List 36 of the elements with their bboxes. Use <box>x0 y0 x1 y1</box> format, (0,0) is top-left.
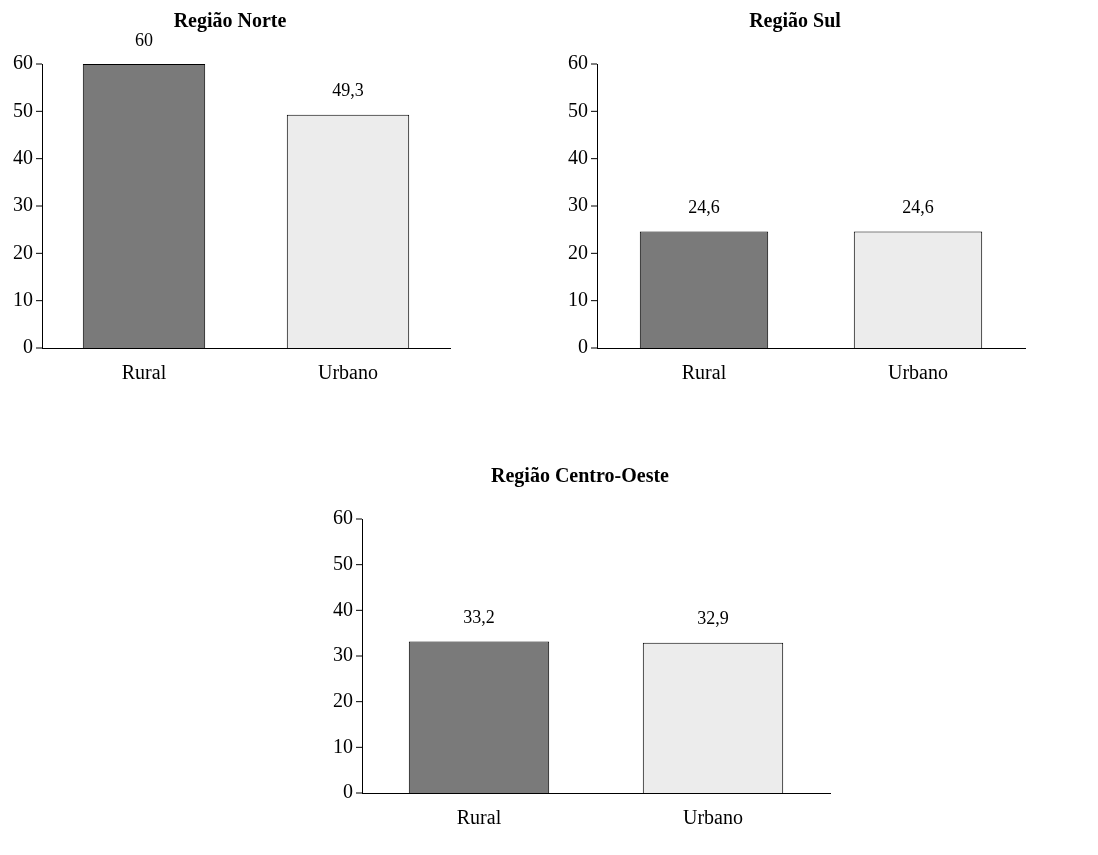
y-tick-label: 0 <box>23 335 33 358</box>
y-tick-label: 50 <box>13 98 33 121</box>
y-tick-label: 30 <box>568 193 588 216</box>
y-tick-label: 60 <box>568 51 588 74</box>
y-tick-label: 50 <box>333 551 353 574</box>
y-tick-label: 60 <box>333 506 353 529</box>
chart-title: Região Centro-Oeste <box>491 464 670 488</box>
y-tick-label: 50 <box>568 98 588 121</box>
x-tick-label: Rural <box>681 361 727 384</box>
y-tick-label: 40 <box>333 597 353 620</box>
data-label: 24,6 <box>688 197 720 218</box>
data-label: 33,2 <box>463 607 495 628</box>
x-tick-label: Urbano <box>318 361 378 384</box>
y-tick-label: 60 <box>13 51 33 74</box>
y-tick-label: 10 <box>568 287 588 310</box>
data-label: 32,9 <box>697 608 729 629</box>
y-tick-label: 0 <box>343 780 353 803</box>
data-label: 49,3 <box>332 80 364 101</box>
y-tick-label: 0 <box>578 335 588 358</box>
x-tick-label: Rural <box>121 361 167 384</box>
y-tick-label: 20 <box>333 688 353 711</box>
y-tick-label: 10 <box>333 734 353 757</box>
x-tick-label: Urbano <box>888 361 948 384</box>
y-tick-label: 30 <box>333 643 353 666</box>
x-tick-label: Urbano <box>683 806 743 829</box>
data-label: 24,6 <box>902 197 934 218</box>
data-label: 60 <box>135 29 153 50</box>
y-tick-label: 30 <box>13 193 33 216</box>
y-tick-label: 10 <box>13 287 33 310</box>
chart-title: Região Norte <box>173 9 287 33</box>
chart-title: Região Sul <box>749 9 842 33</box>
y-tick-label: 20 <box>13 240 33 263</box>
y-tick-label: 20 <box>568 240 588 263</box>
y-tick-label: 40 <box>568 145 588 168</box>
x-tick-label: Rural <box>456 806 502 829</box>
y-tick-label: 40 <box>13 145 33 168</box>
